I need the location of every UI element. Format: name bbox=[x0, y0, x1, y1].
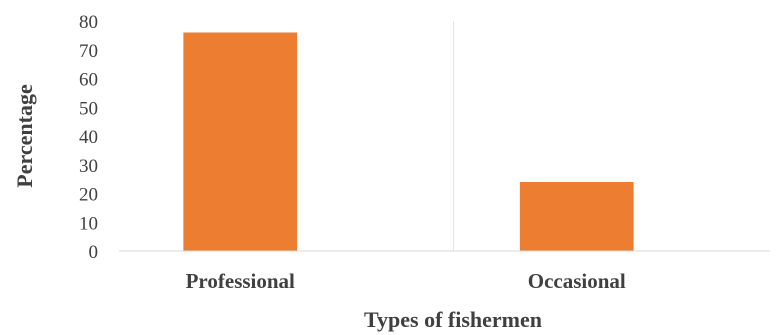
y-tick-label: 20 bbox=[79, 185, 98, 206]
y-tick-label: 10 bbox=[79, 213, 98, 234]
x-axis-title: Types of fishermen bbox=[364, 307, 542, 332]
bar bbox=[519, 182, 634, 251]
x-axis-ticks: Professional Occasional bbox=[186, 269, 626, 293]
y-tick-label: 0 bbox=[89, 242, 99, 263]
y-tick-label: 50 bbox=[79, 98, 98, 119]
y-tick-label: 60 bbox=[79, 70, 98, 91]
y-tick-label: 70 bbox=[79, 41, 98, 62]
y-tick-label: 40 bbox=[79, 127, 98, 148]
bars bbox=[183, 32, 634, 251]
bar bbox=[183, 32, 298, 251]
x-tick-label: Professional bbox=[186, 269, 295, 293]
y-axis-title: Percentage bbox=[12, 84, 37, 188]
y-tick-label: 30 bbox=[79, 156, 98, 177]
gridlines bbox=[453, 21, 454, 251]
x-tick-label: Occasional bbox=[528, 269, 626, 293]
y-tick-label: 80 bbox=[79, 12, 98, 33]
y-axis-ticks: 0 10 20 30 40 50 60 70 80 bbox=[79, 12, 98, 263]
